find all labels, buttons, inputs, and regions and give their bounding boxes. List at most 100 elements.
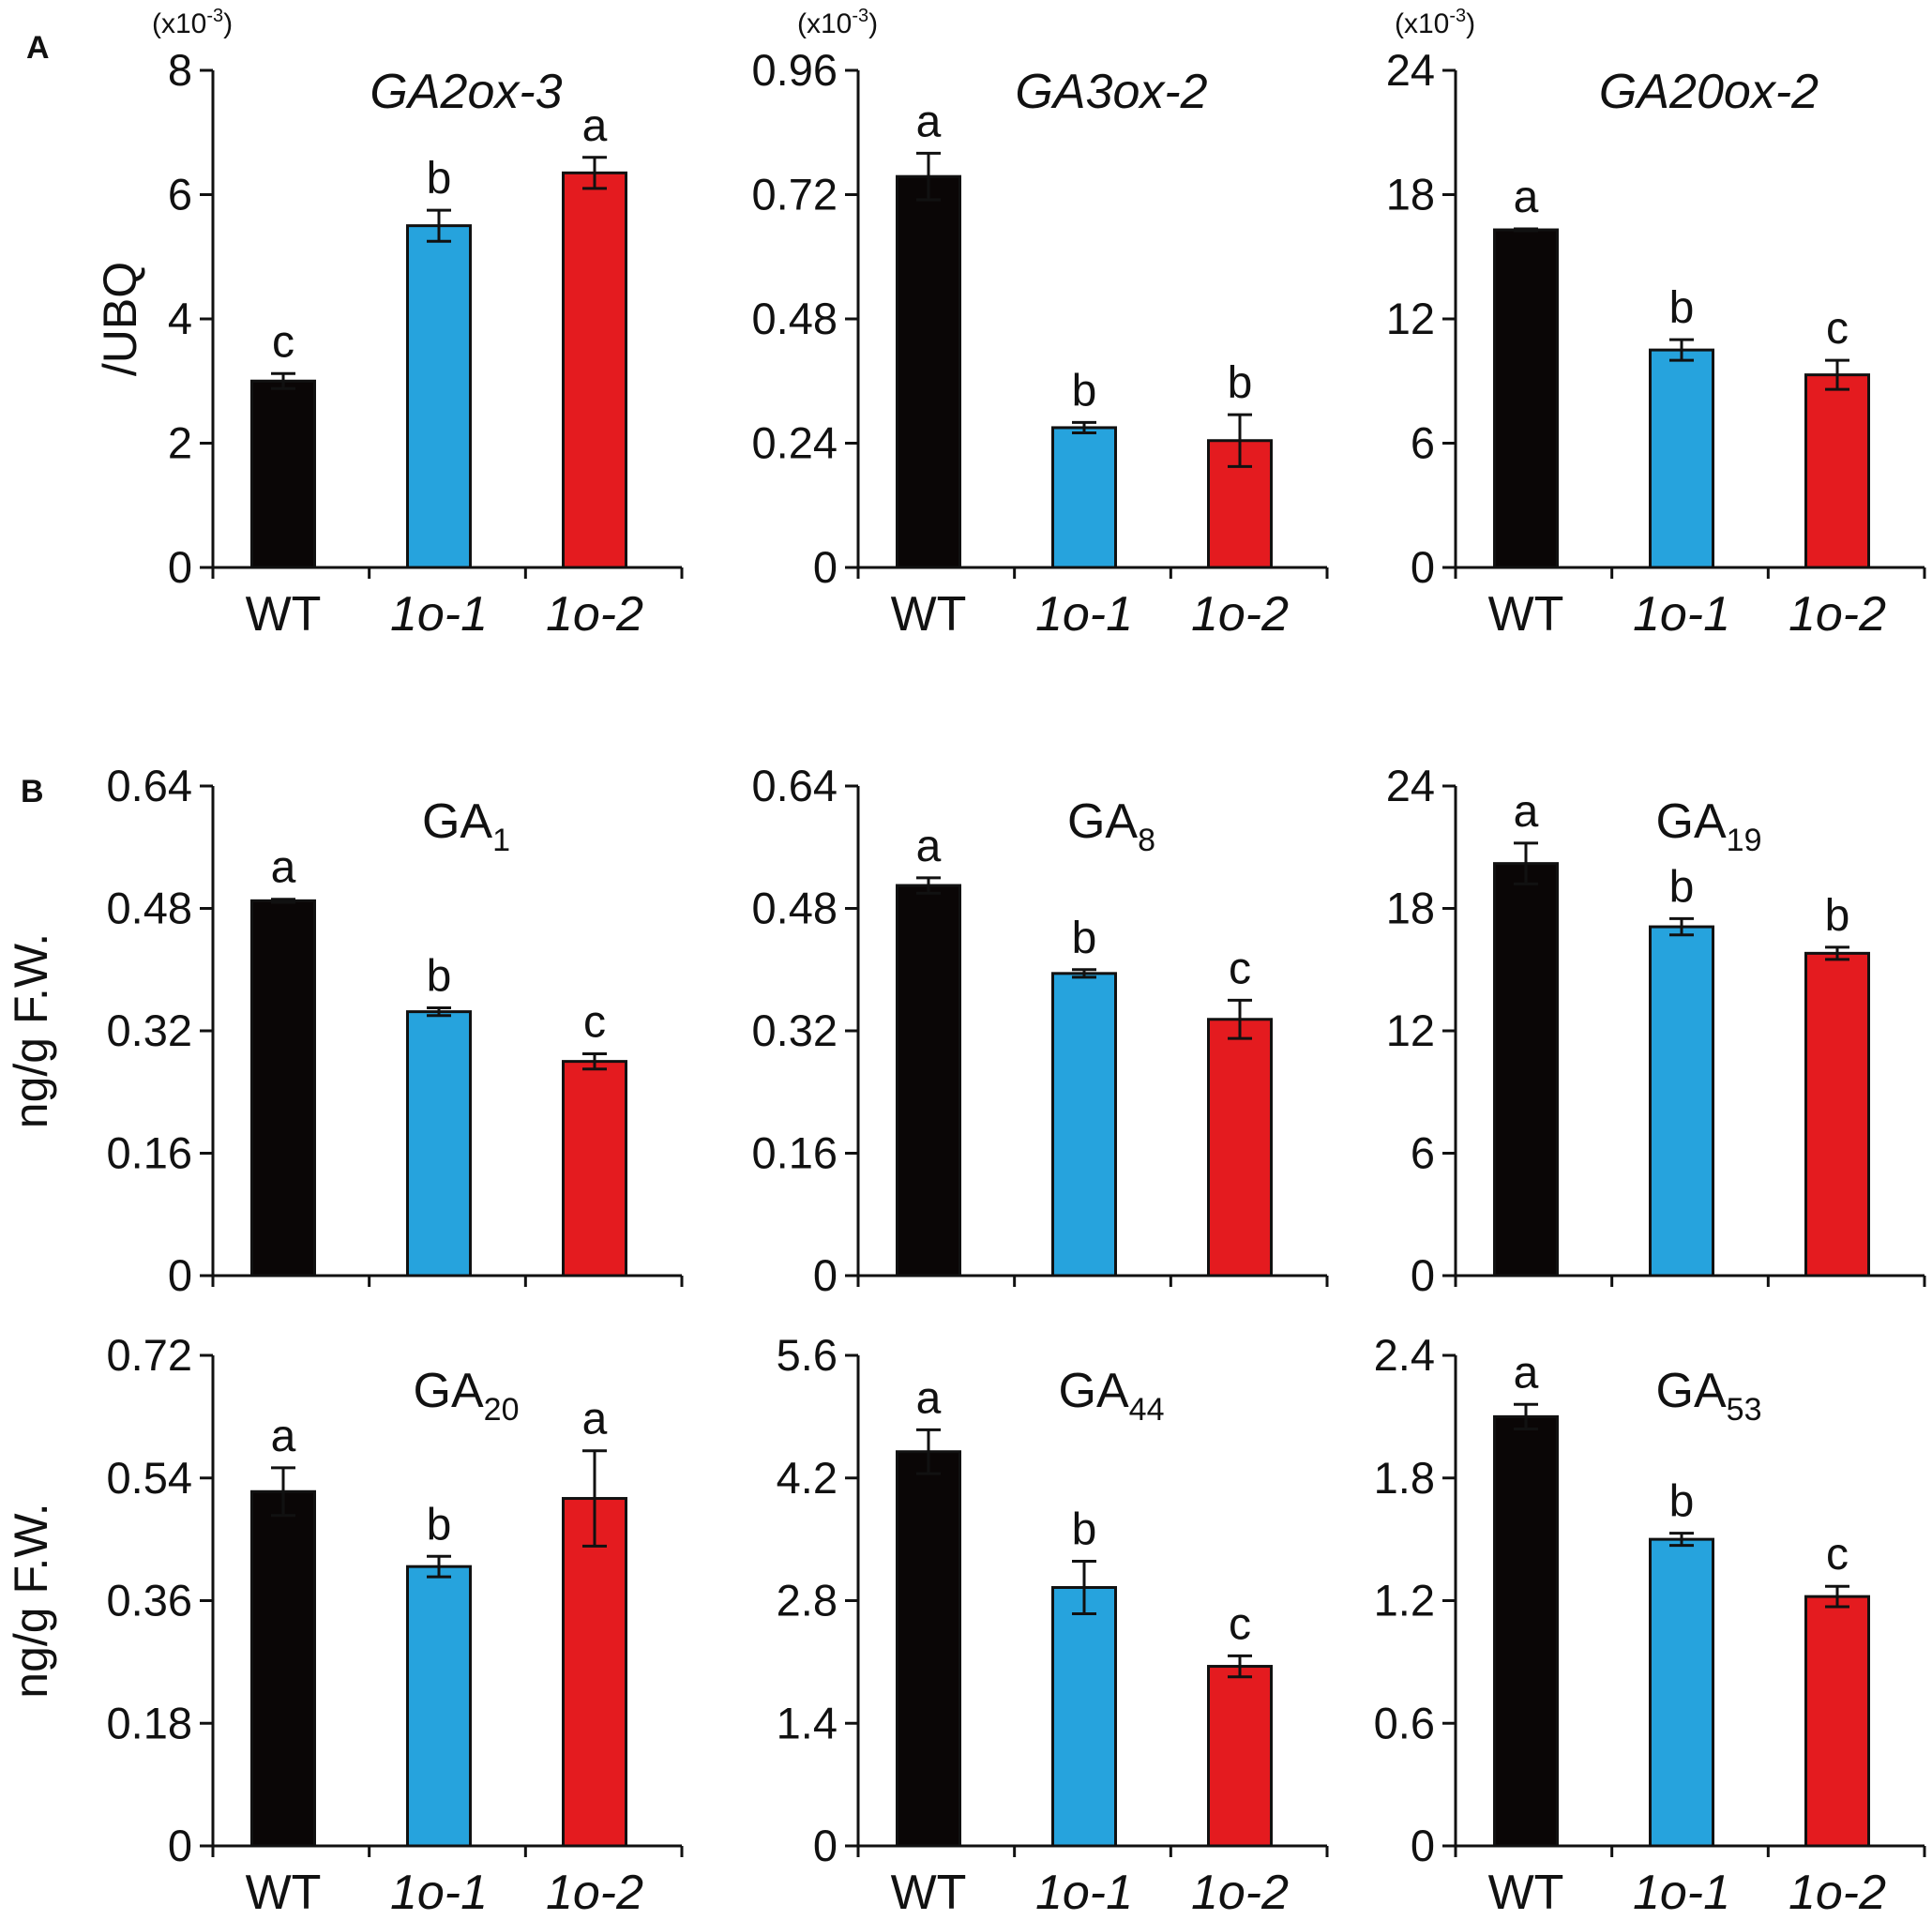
x-category-label: 1o-2 [1191, 1866, 1289, 1920]
x-category-label: 1o-1 [390, 1866, 488, 1920]
y-tick-label: 2 [168, 418, 192, 468]
significance-letter: c [1229, 944, 1251, 993]
y-tick-label: 0 [168, 542, 192, 592]
y-tick-label: 2.8 [777, 1576, 838, 1625]
multiplier-exponent: -3 [1449, 6, 1466, 26]
y-tick-label: 0.16 [107, 1128, 192, 1178]
x-category-label: 1o-1 [1633, 587, 1730, 642]
significance-letter: c [583, 997, 606, 1047]
y-tick-label: 18 [1386, 884, 1435, 933]
chart-title: GA1 [422, 794, 510, 858]
y-tick-label: 18 [1386, 170, 1435, 219]
multiplier-exponent: -3 [206, 6, 223, 26]
bar-WT [1493, 1414, 1559, 1848]
x-category-label: WT [891, 587, 967, 642]
y-tick-label: 0.18 [107, 1698, 192, 1747]
multiplier-close: ) [868, 8, 878, 39]
significance-letter: b [1669, 1477, 1695, 1527]
y-tick-label: 24 [1386, 45, 1435, 95]
chart-title: GA53 [1656, 1364, 1762, 1428]
chart-panel-9: 0 0.6 1.2 1.8 2.4 a WT b 1o-1 c 1o-2 GA53 [1374, 1330, 1926, 1920]
x-category-label: WT [1488, 587, 1564, 642]
bar-1o-1 [1649, 1537, 1714, 1848]
multiplier-close: ) [223, 8, 233, 39]
significance-letter: b [1228, 358, 1253, 408]
y-axis-title: ng/g F.W. [5, 1503, 57, 1698]
chart-title-subscript: 19 [1727, 823, 1762, 858]
chart-title: GA3ox-2 [1015, 65, 1207, 119]
multiplier-base: (x10 [1395, 8, 1449, 39]
chart-grid: 02468cWTb1o-1a1o-2GA2ox-3(x10-3)/UBQ00.2… [5, 6, 1926, 1920]
bar-1o-2 [1804, 951, 1870, 1277]
y-tick-label: 0 [1411, 542, 1435, 592]
significance-letter: a [916, 97, 942, 146]
significance-letter: b [427, 1500, 452, 1550]
chart-title-subscript: 1 [492, 823, 510, 858]
y-tick-label: 0 [168, 1821, 192, 1870]
chart-title-subscript: 20 [484, 1392, 520, 1428]
bar-WT [896, 174, 961, 569]
significance-letter: b [1825, 891, 1850, 941]
bar-1o-1 [1051, 972, 1117, 1277]
y-tick-label: 6 [1411, 1128, 1435, 1178]
y-tick-label: 0.32 [752, 1005, 838, 1055]
bar-WT [896, 1450, 961, 1848]
y-tick-label: 1.4 [777, 1698, 838, 1747]
y-tick-label: 0 [1411, 1821, 1435, 1870]
chart-panel-4: 0 0.16 0.32 0.48 0.64 a b c GA1 ng/g F.W. [5, 761, 684, 1300]
significance-letter: a [1514, 173, 1539, 222]
chart-title-subscript: 8 [1138, 823, 1155, 858]
chart-title: GA20 [414, 1364, 520, 1428]
y-tick-label: 0 [168, 1250, 192, 1300]
x-category-label: 1o-2 [1191, 587, 1289, 642]
y-tick-label: 2.4 [1374, 1330, 1435, 1380]
bar-1o-1 [1051, 426, 1117, 569]
chart-title-subscript: 44 [1129, 1392, 1165, 1428]
y-tick-label: 0.36 [107, 1576, 192, 1625]
chart-title-base: GA [1656, 794, 1727, 849]
x-category-label: WT [246, 587, 322, 642]
y-tick-label: 6 [168, 170, 192, 219]
y-tick-label: 0.72 [107, 1330, 192, 1380]
significance-letter: c [1826, 1530, 1849, 1580]
bar-1o-1 [406, 1010, 472, 1277]
chart-panel-2: 0 0.24 0.48 0.72 0.96 a WT b 1o-1 b 1o-2 GA3ox-2 (x1… [752, 6, 1329, 642]
chart-title-base: GA [414, 1364, 484, 1418]
y-tick-label: 0 [1411, 1250, 1435, 1300]
axis-multiplier: (x10-3) [797, 6, 878, 39]
significance-letter: b [427, 154, 452, 204]
y-tick-label: 0.72 [752, 170, 838, 219]
bar-1o-2 [562, 1060, 627, 1277]
significance-letter: a [916, 1373, 942, 1423]
significance-letter: a [1514, 787, 1539, 837]
bar-WT [250, 379, 316, 569]
significance-letter: b [1072, 1504, 1097, 1554]
significance-letter: b [1072, 914, 1097, 963]
y-tick-label: 0.96 [752, 45, 838, 95]
x-category-label: 1o-1 [1035, 1866, 1133, 1920]
bar-1o-1 [1051, 1585, 1117, 1848]
y-tick-label: 0.24 [752, 418, 838, 468]
chart-panel-3: 0 6 12 18 24 a WT b 1o-1 c 1o-2 GA20ox-2 (x10-3) [1386, 6, 1926, 642]
significance-letter: b [427, 952, 452, 1002]
y-tick-label: 0.16 [752, 1128, 838, 1178]
chart-title: GA8 [1067, 794, 1155, 858]
y-tick-label: 24 [1386, 761, 1435, 810]
significance-letter: a [582, 1395, 608, 1444]
chart-panel-1: 0 2 4 6 8 c WT b 1o-1 a 1o-2 GA2ox-3 (x10-3) /UBQ [94, 6, 684, 642]
significance-letter: b [1669, 283, 1695, 333]
y-axis-title: /UBQ [94, 262, 146, 376]
y-tick-label: 8 [168, 45, 192, 95]
y-tick-label: 1.2 [1374, 1576, 1435, 1625]
bar-1o-1 [406, 1565, 472, 1848]
axis-multiplier: (x10-3) [152, 6, 233, 39]
significance-letter: b [1072, 366, 1097, 416]
chart-title-base: GA [1059, 1364, 1129, 1418]
bar-1o-2 [1804, 373, 1870, 569]
bar-WT [1493, 862, 1559, 1277]
significance-letter: b [1669, 862, 1695, 912]
multiplier-exponent: -3 [852, 6, 868, 26]
y-tick-label: 1.8 [1374, 1453, 1435, 1503]
x-category-label: 1o-2 [1789, 587, 1886, 642]
bar-1o-1 [1649, 925, 1714, 1277]
